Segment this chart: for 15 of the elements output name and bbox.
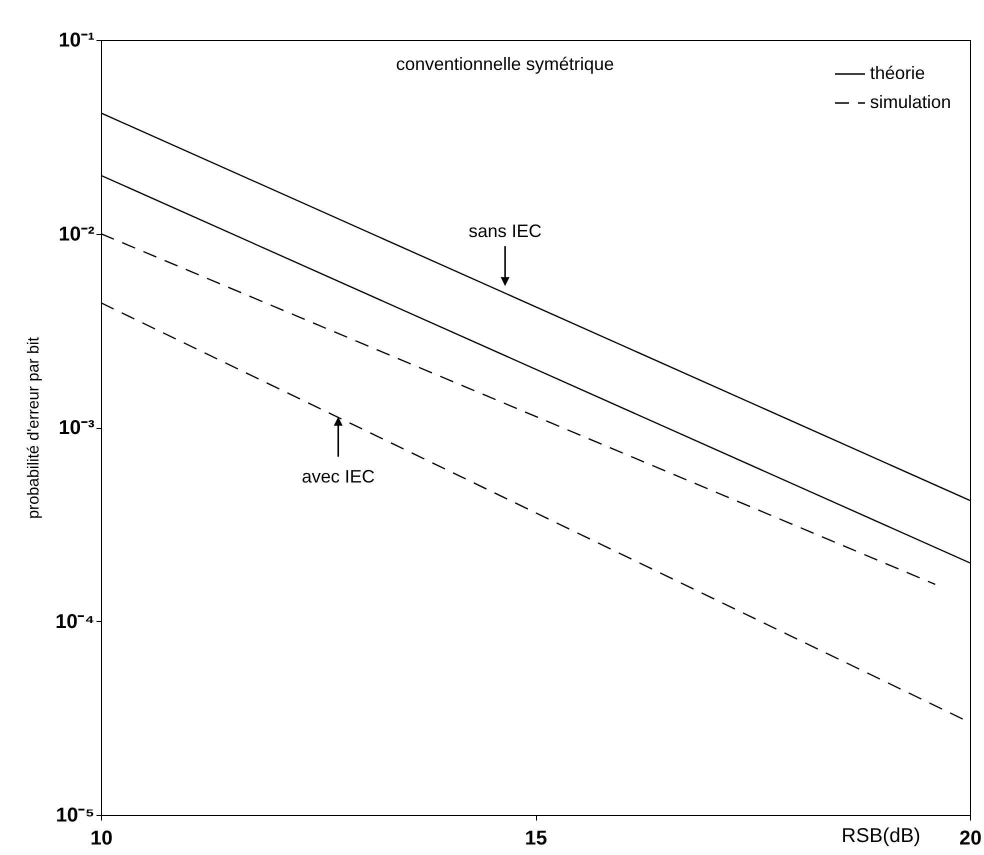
legend-label: simulation [870, 92, 952, 112]
x-tick-label: 20 [959, 828, 982, 850]
y-tick-label: 10⁻¹ [58, 30, 95, 52]
y-tick-label: 10⁻⁵ [56, 804, 94, 826]
legend-label: théorie [870, 63, 926, 83]
annotation: sans IEC [468, 221, 542, 242]
y-axis-title: probabilité d'erreur par bit [25, 336, 42, 519]
annotation: avec IEC [302, 466, 375, 487]
x-tick-label: 10 [90, 828, 113, 850]
x-tick-label: 15 [524, 828, 548, 850]
y-tick-label: 10⁻³ [58, 417, 95, 439]
x-axis-title: RSB(dB) [842, 825, 920, 847]
annotation: conventionnelle symétrique [396, 54, 614, 74]
y-tick-label: 10⁻² [58, 223, 95, 246]
y-tick-label: 10⁻⁴ [55, 610, 94, 633]
